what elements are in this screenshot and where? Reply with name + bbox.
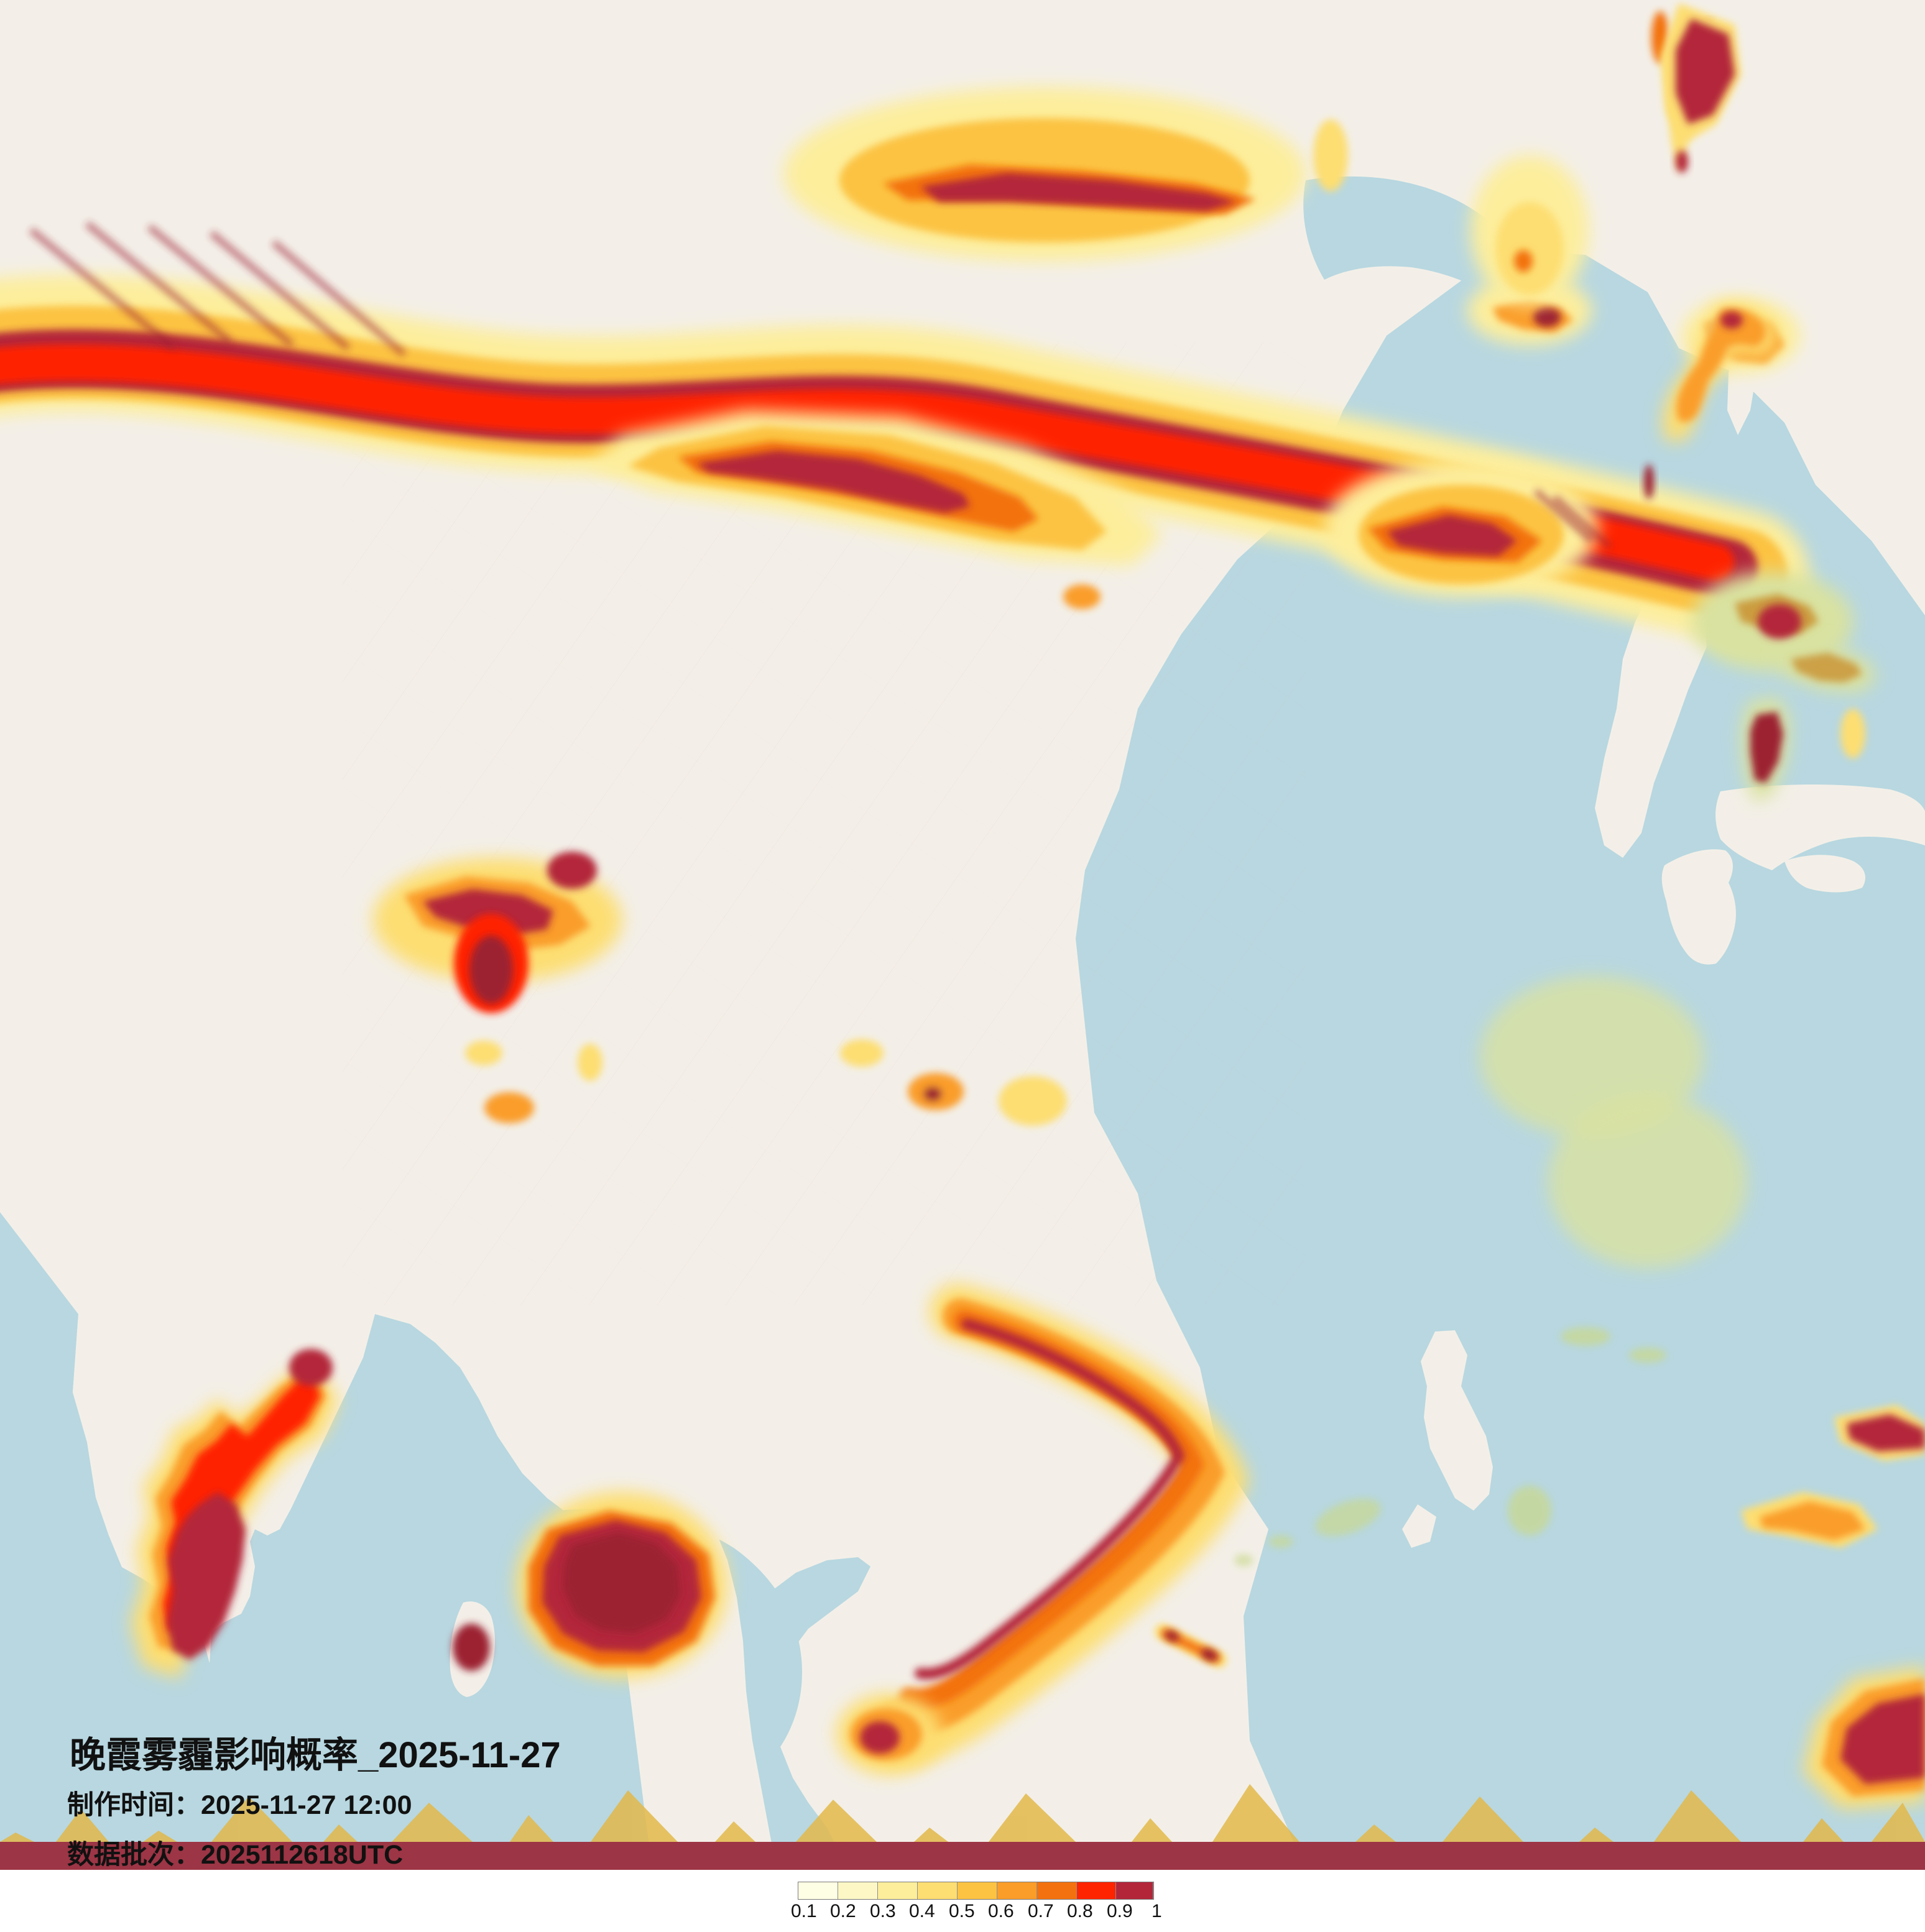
svg-text:数据批次：2025112618UTC: 数据批次：2025112618UTC xyxy=(67,1840,403,1870)
svg-text:晚霞雾霾影响概率_2025-11-27: 晚霞雾霾影响概率_2025-11-27 xyxy=(70,1735,561,1775)
svg-text:制作时间：2025-11-27 12:00: 制作时间：2025-11-27 12:00 xyxy=(67,1790,412,1820)
